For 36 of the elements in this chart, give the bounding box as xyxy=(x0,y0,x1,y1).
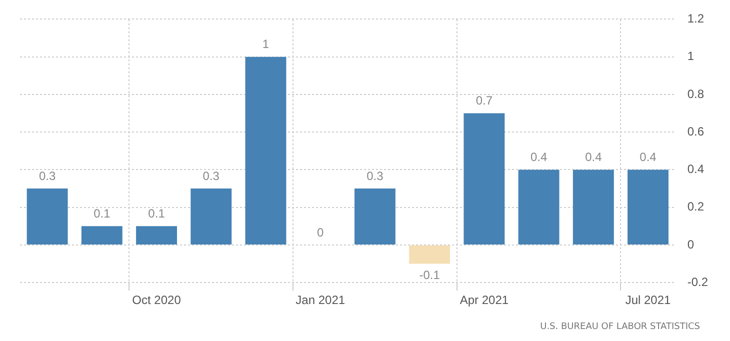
bar xyxy=(26,188,68,244)
bar xyxy=(464,113,505,244)
y-tick-label: 0 xyxy=(687,237,694,252)
data-label: 0.7 xyxy=(476,94,493,108)
data-label: 0.4 xyxy=(530,150,548,164)
x-tick-label: Apr 2021 xyxy=(460,293,509,308)
x-tick-label: Oct 2020 xyxy=(132,293,182,308)
y-tick-label: 0.6 xyxy=(687,124,704,138)
bar xyxy=(354,188,396,244)
data-label: -0.1 xyxy=(419,268,440,282)
bar xyxy=(572,170,614,244)
bar xyxy=(136,226,178,244)
bar xyxy=(81,226,122,244)
y-tick-label: 1 xyxy=(687,49,694,64)
x-tick-label: Jan 2021 xyxy=(296,293,346,308)
x-tick-label: Jul 2021 xyxy=(625,293,672,308)
y-tick-label: 0.8 xyxy=(687,86,704,101)
bar xyxy=(628,170,668,244)
text: U.S. BUREAU OF LABOR STATISTICS xyxy=(540,322,700,332)
y-tick-label: -0.2 xyxy=(687,274,708,289)
bar xyxy=(409,245,450,264)
data-label: 0.3 xyxy=(38,168,56,183)
bar xyxy=(245,56,286,244)
data-label: 0.3 xyxy=(202,168,220,183)
bar xyxy=(518,170,560,244)
bar xyxy=(190,188,232,244)
data-label: 0.4 xyxy=(640,150,657,164)
y-tick-label: 0.2 xyxy=(687,200,704,214)
y-tick-label: 1.2 xyxy=(687,12,704,26)
data-label: 1 xyxy=(262,37,270,52)
data-label: 0.3 xyxy=(366,168,384,183)
data-label: 0 xyxy=(317,225,324,240)
data-label: 0.1 xyxy=(148,206,166,220)
data-label: 0.4 xyxy=(585,150,602,164)
data-label: 0.1 xyxy=(94,206,111,220)
y-tick-label: 0.4 xyxy=(687,162,704,176)
